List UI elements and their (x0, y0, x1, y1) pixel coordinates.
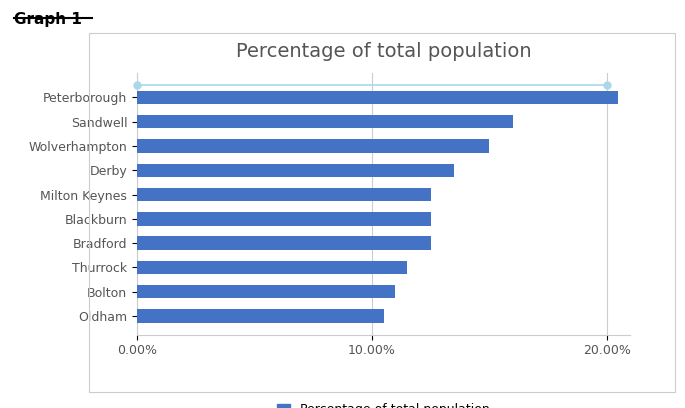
Bar (137, 140, 489, 153)
Title: Percentage of total population: Percentage of total population (236, 42, 532, 61)
Bar (137, 261, 407, 274)
Bar (137, 237, 431, 250)
Legend: Percentage of total population: Percentage of total population (273, 398, 495, 408)
Bar (137, 212, 431, 226)
Text: Graph 1: Graph 1 (14, 12, 82, 27)
Bar (137, 91, 619, 104)
Point (132, 82, 142, 89)
Bar (137, 285, 395, 298)
Point (601, 82, 612, 89)
Bar (137, 115, 513, 129)
Bar (137, 164, 454, 177)
Bar (137, 309, 384, 323)
Bar (137, 188, 431, 201)
